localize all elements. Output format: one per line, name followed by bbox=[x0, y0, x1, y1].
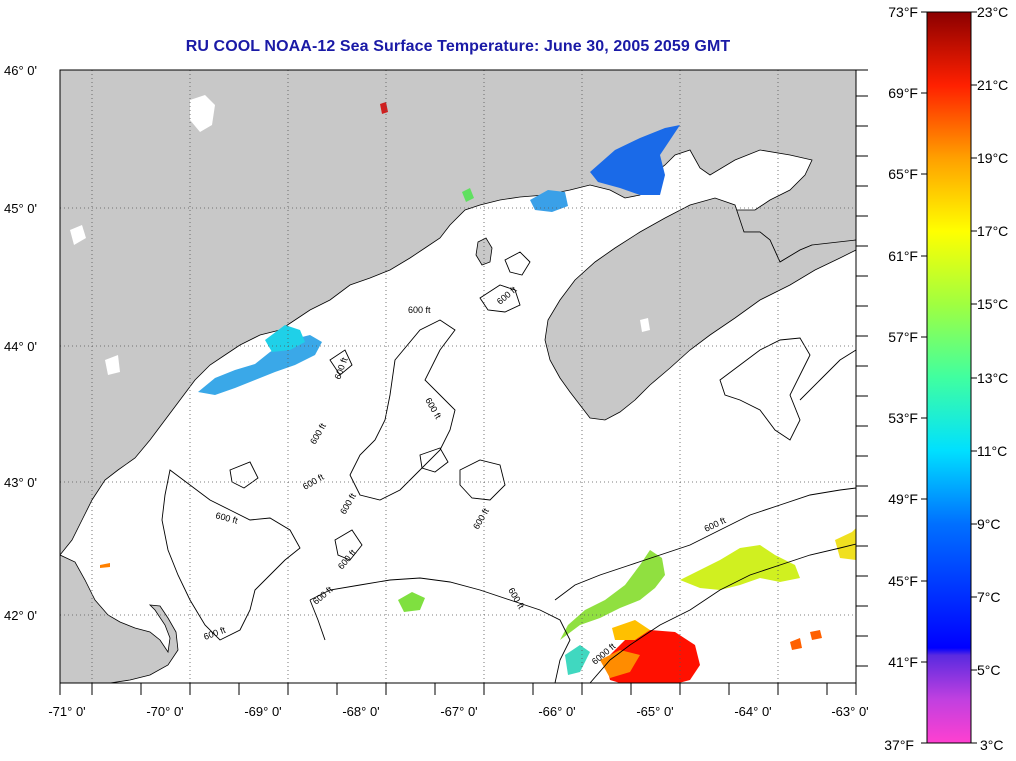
colorbar-label-f: 73°F bbox=[888, 4, 918, 20]
colorbar-f-labels: 73°F 69°F 65°F 61°F 57°F 53°F 49°F 45°F … bbox=[884, 4, 918, 753]
map-frame bbox=[59, 69, 857, 684]
tick-marks bbox=[59, 69, 868, 695]
lon-label: -66° 0' bbox=[538, 704, 575, 719]
colorbar-label-f: 69°F bbox=[888, 85, 918, 101]
colorbar bbox=[926, 11, 972, 744]
lon-label: -68° 0' bbox=[342, 704, 379, 719]
colorbar-label-c: 13°C bbox=[977, 370, 1008, 386]
land-maine-newbrunswick bbox=[60, 70, 856, 556]
colorbar-label-f: 53°F bbox=[888, 410, 918, 426]
colorbar-label-f: 61°F bbox=[888, 248, 918, 264]
colorbar-label-c: 9°C bbox=[977, 516, 1001, 532]
colorbar-label-f: 45°F bbox=[888, 573, 918, 589]
land-massachusetts bbox=[60, 554, 179, 683]
land-grand-manan bbox=[475, 237, 493, 266]
lon-label: -70° 0' bbox=[146, 704, 183, 719]
land-no-data bbox=[70, 95, 650, 375]
contour-label: 600 ft bbox=[408, 305, 431, 315]
colorbar-label-c: 3°C bbox=[980, 737, 1004, 753]
bathymetry-contours bbox=[161, 251, 856, 683]
colorbar-label-f: 57°F bbox=[888, 329, 918, 345]
lon-label: -71° 0' bbox=[48, 704, 85, 719]
colorbar-label-f: 65°F bbox=[888, 166, 918, 182]
colorbar-label-c: 23°C bbox=[977, 4, 1008, 20]
colorbar-ticks bbox=[921, 11, 977, 744]
colorbar-label-c: 7°C bbox=[977, 589, 1001, 605]
colorbar-label-c: 21°C bbox=[977, 77, 1008, 93]
colorbar-label-f: 49°F bbox=[888, 491, 918, 507]
map-title: RU COOL NOAA-12 Sea Surface Temperature:… bbox=[185, 38, 731, 55]
colorbar-label-c: 15°C bbox=[977, 296, 1008, 312]
lon-label: -67° 0' bbox=[440, 704, 477, 719]
lat-label: 44° 0' bbox=[4, 339, 37, 354]
colorbar-label-f: 41°F bbox=[888, 654, 918, 670]
lon-label: -65° 0' bbox=[636, 704, 673, 719]
sst-patches bbox=[100, 102, 856, 683]
land-nova-scotia bbox=[544, 197, 856, 421]
lat-label: 45° 0' bbox=[4, 201, 37, 216]
lat-label: 46° 0' bbox=[4, 63, 37, 78]
colorbar-label-c: 11°C bbox=[977, 443, 1007, 459]
colorbar-label-c: 17°C bbox=[977, 223, 1008, 239]
colorbar-label-c: 5°C bbox=[977, 662, 1001, 678]
lon-label: -63° 0' bbox=[831, 704, 868, 719]
colorbar-label-c: 19°C bbox=[977, 150, 1008, 166]
lon-label: -69° 0' bbox=[244, 704, 281, 719]
colorbar-label-f: 37°F bbox=[884, 737, 914, 753]
lat-label: 42° 0' bbox=[4, 608, 37, 623]
lon-label: -64° 0' bbox=[734, 704, 771, 719]
lat-label: 43° 0' bbox=[4, 475, 37, 490]
colorbar-c-labels: 23°C 21°C 19°C 17°C 15°C 13°C 11°C 9°C 7… bbox=[977, 4, 1008, 753]
